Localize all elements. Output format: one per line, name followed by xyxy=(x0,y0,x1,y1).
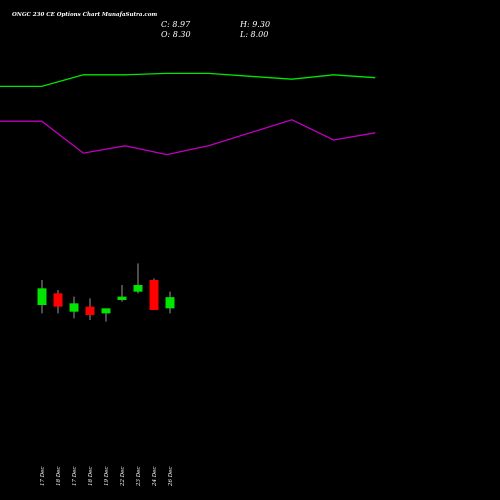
close-value: C: 8.97 xyxy=(161,20,191,29)
x-tick-label: 18 Dec xyxy=(88,467,94,487)
x-tick-label: 26 Dec xyxy=(168,467,174,488)
x-tick-label: 19 Dec xyxy=(104,467,110,487)
candle-down xyxy=(149,280,159,310)
x-tick-label: 22 Dec xyxy=(120,467,126,488)
candle-up xyxy=(133,285,143,292)
candle-up xyxy=(117,296,127,300)
candle-up xyxy=(37,288,47,305)
high-value: H: 9.30 xyxy=(239,20,270,29)
candle-down xyxy=(85,306,95,315)
candle-up xyxy=(165,297,175,309)
x-tick-label: 23 Dec xyxy=(136,467,142,488)
candle-down xyxy=(53,293,63,307)
low-value: L: 8.00 xyxy=(239,30,268,39)
x-tick-label: 17 Dec xyxy=(40,467,46,487)
candle-up xyxy=(69,303,79,312)
chart-title: ONGC 230 CE Options Chart MunafaSutra.co… xyxy=(12,12,157,18)
candlesticks xyxy=(37,263,175,322)
x-tick-label: 18 Dec xyxy=(56,467,62,487)
x-tick-label: 17 Dec xyxy=(72,467,78,487)
open-value: O: 8.30 xyxy=(161,30,191,39)
x-axis: 17 Dec 18 Dec 17 Dec 18 Dec 19 Dec 22 Dec 23 D… xyxy=(40,467,174,488)
indicator-line-2 xyxy=(0,119,376,156)
indicator-line-1 xyxy=(0,72,376,88)
candle-up xyxy=(101,308,111,314)
x-tick-label: 24 Dec xyxy=(152,467,158,488)
indicator-lines xyxy=(0,72,376,156)
